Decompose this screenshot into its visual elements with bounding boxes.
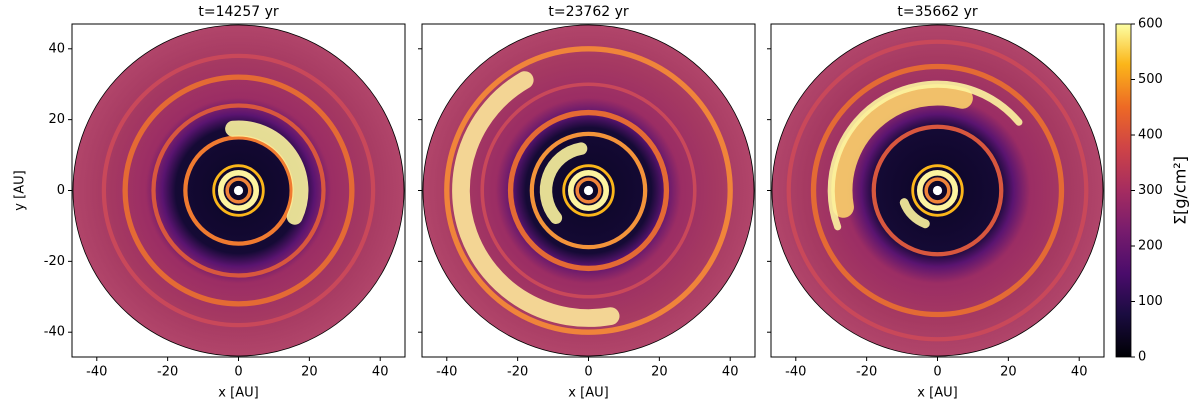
ring bbox=[810, 63, 1065, 318]
disk-edge bbox=[72, 24, 405, 357]
spiral-arm bbox=[539, 142, 588, 225]
colorbar-tick-label: 0 bbox=[1138, 350, 1146, 365]
colorbar-tick-label: 100 bbox=[1138, 294, 1163, 309]
x-tick-label: 20 bbox=[1000, 365, 1017, 380]
star-hole bbox=[583, 185, 594, 196]
x-tick-label: -40 bbox=[86, 365, 107, 380]
ring bbox=[217, 169, 260, 212]
x-tick-label: -20 bbox=[507, 365, 528, 380]
ring bbox=[225, 177, 252, 204]
ring bbox=[529, 131, 648, 250]
panel-title: t=14257 yr bbox=[198, 4, 278, 20]
disk-edge bbox=[771, 24, 1104, 357]
ring bbox=[151, 103, 326, 278]
star-hole bbox=[233, 185, 244, 196]
ring bbox=[101, 53, 376, 328]
ring bbox=[911, 164, 964, 217]
ring bbox=[212, 164, 265, 217]
heatmap bbox=[771, 24, 1104, 357]
x-tick-label: -40 bbox=[785, 365, 806, 380]
ring bbox=[122, 74, 355, 307]
ring bbox=[786, 39, 1089, 342]
colorbar-tick-label: 300 bbox=[1138, 183, 1163, 198]
ring bbox=[507, 109, 670, 272]
x-tick-label: 20 bbox=[651, 365, 668, 380]
colorbar-tick-label: 600 bbox=[1138, 17, 1163, 32]
colorbar-label: Σ[g/cm²] bbox=[1171, 156, 1190, 225]
ring bbox=[562, 164, 615, 217]
ring bbox=[567, 169, 610, 212]
colorbar-tick-label: 200 bbox=[1138, 239, 1163, 254]
x-tick-label: 20 bbox=[301, 365, 318, 380]
spiral-arm bbox=[827, 80, 1023, 231]
ring bbox=[444, 46, 733, 335]
x-tick-label: 40 bbox=[372, 365, 389, 380]
spiral-arm bbox=[225, 120, 309, 225]
x-tick-label: -20 bbox=[856, 365, 877, 380]
colorbar-tick-label: 500 bbox=[1138, 72, 1163, 87]
y-tick-label: -40 bbox=[44, 325, 65, 340]
colorbar-tick-label: 400 bbox=[1138, 128, 1163, 143]
ring bbox=[916, 169, 959, 212]
ring bbox=[924, 177, 951, 204]
y-axis-label: y [AU] bbox=[13, 170, 28, 210]
colorbar bbox=[1115, 23, 1132, 358]
heatmap bbox=[422, 24, 755, 357]
x-tick-label: 0 bbox=[584, 365, 592, 380]
y-tick-label: 40 bbox=[48, 41, 65, 56]
x-tick-label: 0 bbox=[933, 365, 941, 380]
star-hole bbox=[932, 185, 943, 196]
spiral-arm bbox=[452, 71, 620, 327]
x-tick-label: -20 bbox=[157, 365, 178, 380]
ring bbox=[871, 124, 1004, 257]
y-tick-label: -20 bbox=[44, 254, 65, 269]
spiral-arm bbox=[831, 84, 973, 218]
ring bbox=[480, 82, 697, 299]
x-axis-label: x [AU] bbox=[917, 386, 957, 400]
ring bbox=[575, 177, 602, 204]
x-tick-label: 0 bbox=[234, 365, 242, 380]
x-tick-label: 40 bbox=[722, 365, 739, 380]
y-tick-label: 20 bbox=[48, 112, 65, 127]
x-axis-label: x [AU] bbox=[568, 386, 608, 400]
x-tick-label: -40 bbox=[436, 365, 457, 380]
panel-title: t=35662 yr bbox=[897, 4, 977, 20]
x-tick-label: 40 bbox=[1071, 365, 1088, 380]
heatmap bbox=[72, 24, 405, 357]
y-tick-label: 0 bbox=[57, 183, 65, 198]
x-axis-label: x [AU] bbox=[218, 386, 258, 400]
panel-title: t=23762 yr bbox=[548, 4, 628, 20]
ring bbox=[183, 135, 294, 246]
disk-edge bbox=[422, 24, 755, 357]
spiral-arm bbox=[899, 198, 930, 229]
